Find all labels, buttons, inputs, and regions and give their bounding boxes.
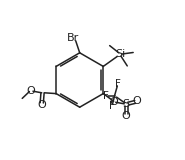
Text: F: F	[103, 91, 109, 100]
Text: Si: Si	[115, 49, 125, 59]
Text: Br: Br	[67, 33, 79, 43]
Text: F: F	[115, 79, 121, 89]
Text: S: S	[123, 99, 130, 109]
Text: O: O	[37, 100, 46, 110]
Text: O: O	[110, 97, 119, 107]
Text: O: O	[122, 111, 130, 121]
Text: O: O	[133, 96, 141, 106]
Text: F: F	[109, 101, 115, 111]
Text: O: O	[27, 86, 35, 96]
